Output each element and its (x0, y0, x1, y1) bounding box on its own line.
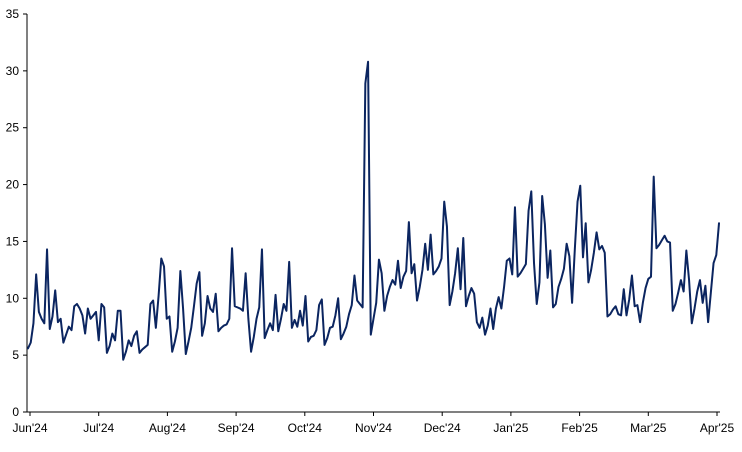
y-tick-label: 35 (6, 7, 20, 21)
y-tick-label: 20 (6, 178, 20, 192)
x-tick-label: Dec'24 (424, 421, 461, 435)
x-tick-label: Oct'24 (288, 421, 323, 435)
y-tick-label: 0 (12, 405, 19, 419)
y-tick-label: 15 (6, 234, 20, 248)
y-tick-label: 25 (6, 121, 20, 135)
x-tick-label: Jul'24 (83, 421, 114, 435)
series-group (27, 60, 720, 361)
x-tick-label: Apr'25 (700, 421, 735, 435)
x-tick-label: Jun'24 (13, 421, 48, 435)
x-tick-label: Sep'24 (218, 421, 255, 435)
y-tick-label: 10 (6, 291, 20, 305)
y-axis: 0 5 10 15 20 25 30 35 (6, 7, 28, 419)
x-tick-label: Feb'25 (561, 421, 598, 435)
y-tick-label: 30 (6, 64, 20, 78)
x-tick-label: Aug'24 (149, 421, 186, 435)
x-tick-label: Mar'25 (630, 421, 667, 435)
series-line-0 (27, 60, 720, 361)
x-tick-label: Jan'25 (493, 421, 528, 435)
x-axis: Jun'24 Jul'24 Aug'24 Sep'24 Oct'24 Nov'24 Dec'… (13, 411, 735, 435)
x-tick-label: Nov'24 (355, 421, 392, 435)
y-tick-label: 5 (12, 348, 19, 362)
